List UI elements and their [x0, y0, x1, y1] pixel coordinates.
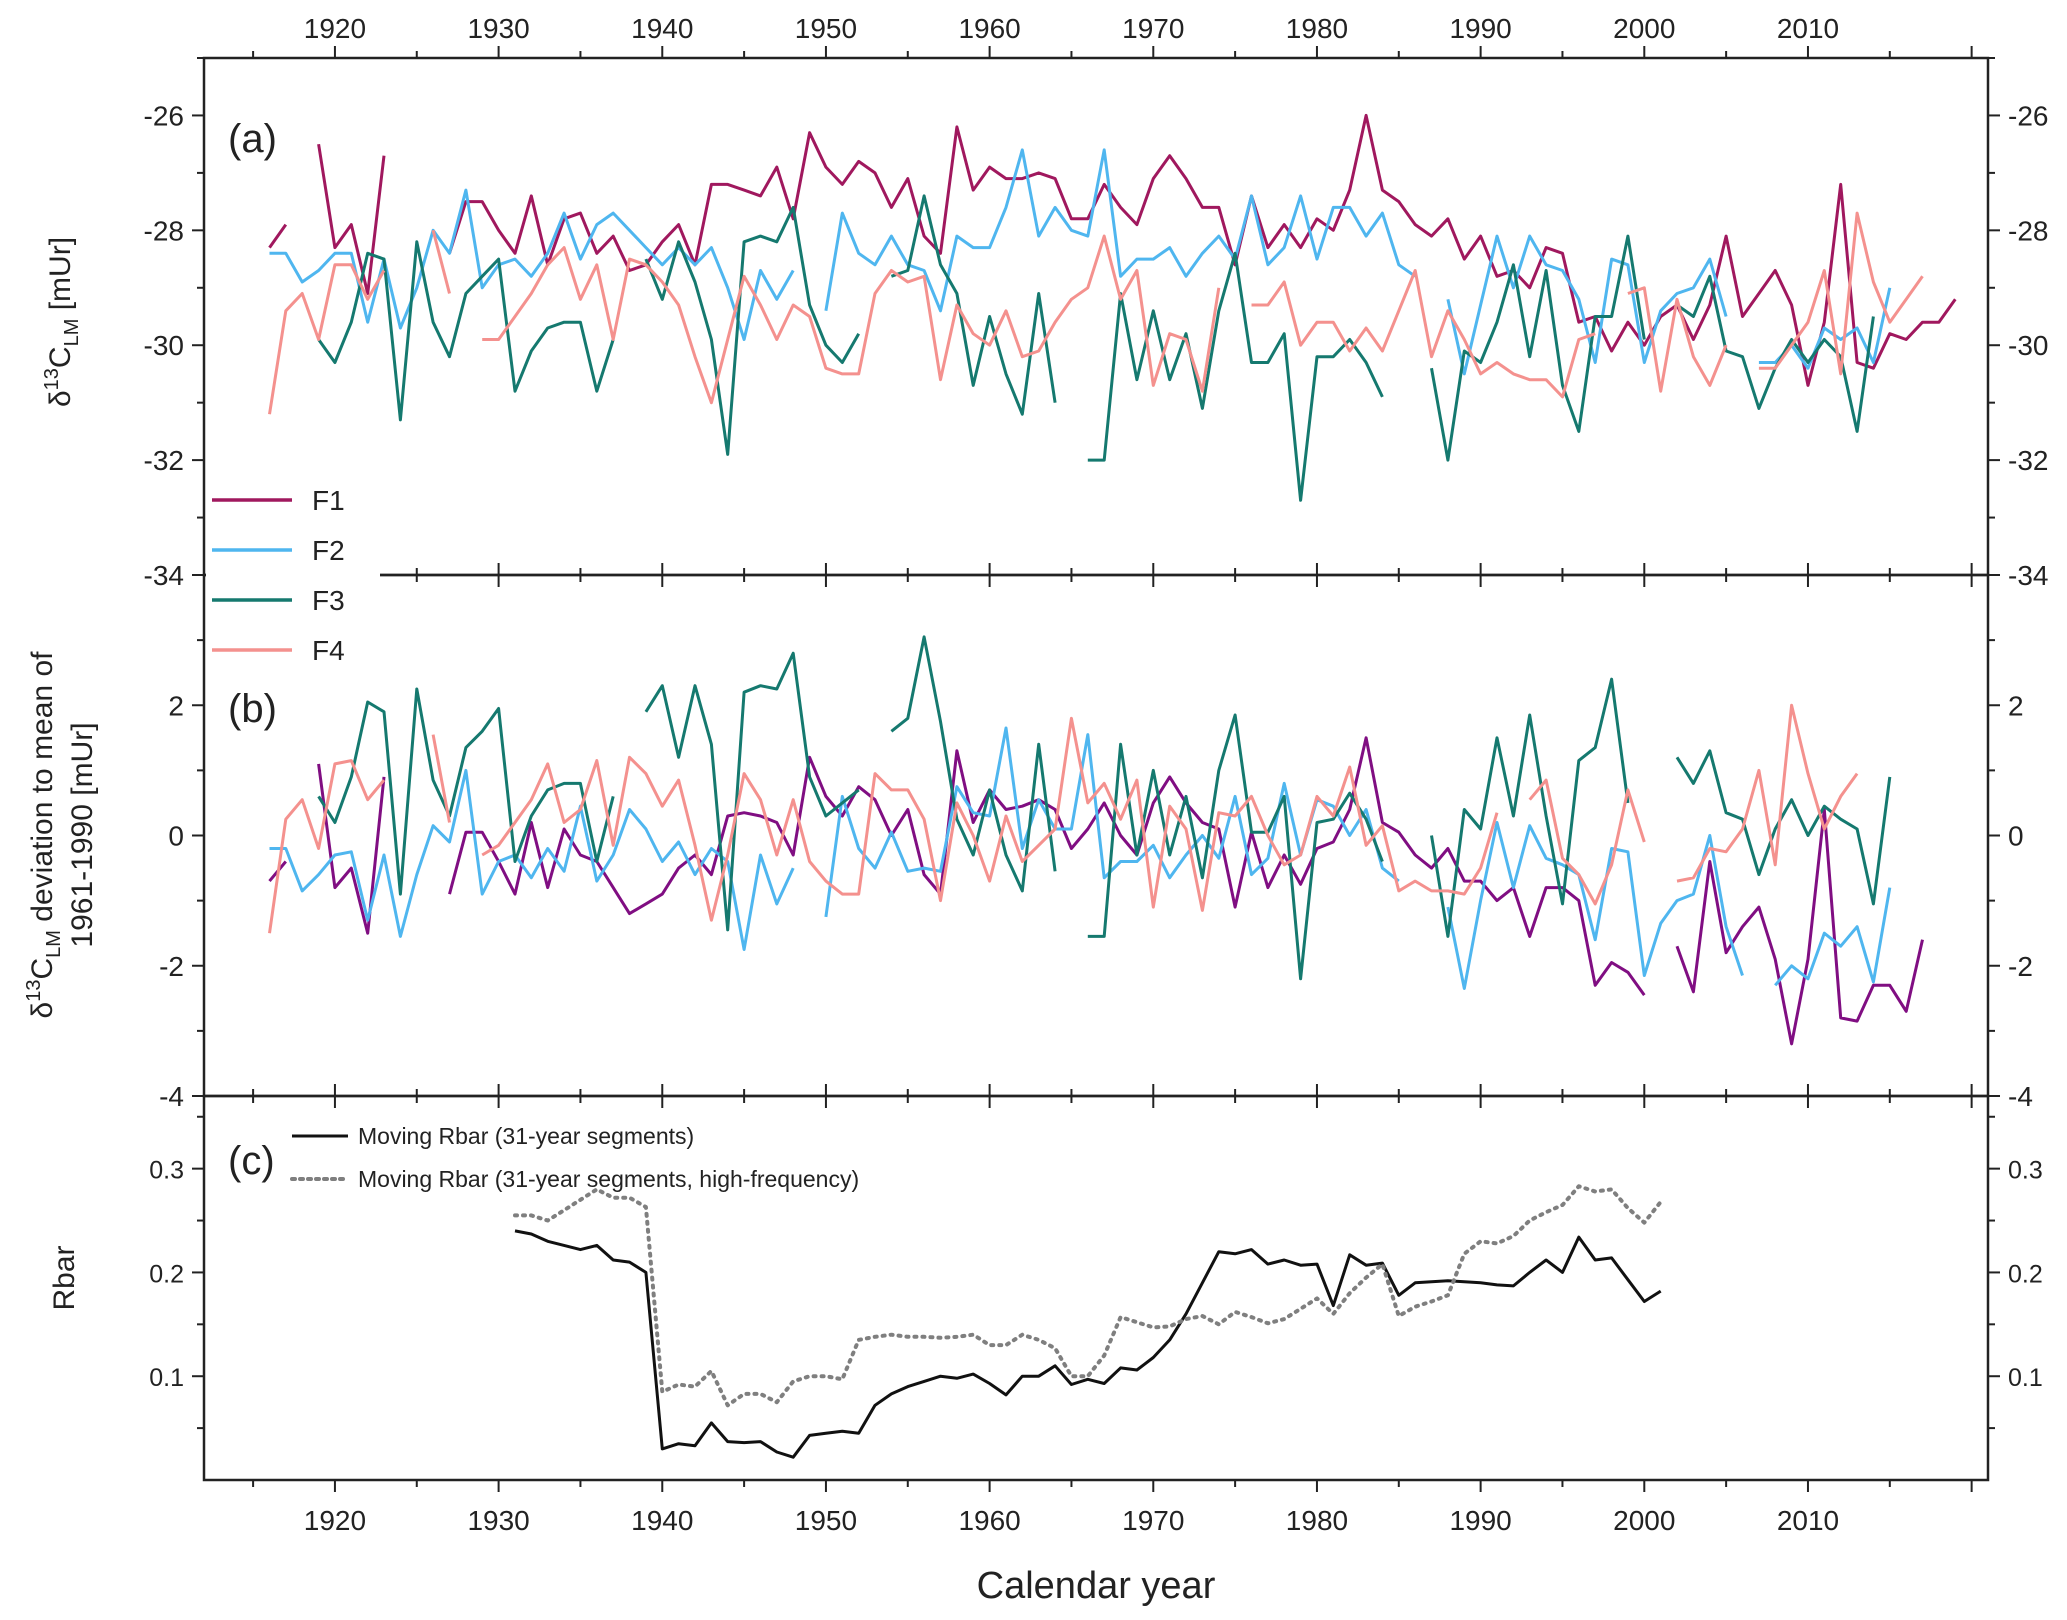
y-tick-label-right-a: -28 — [2008, 215, 2048, 246]
series-line-b-f3 — [317, 635, 1892, 981]
panel-c-ticks: 0.1 0.1 0.2 0.2 0.3 0.3 — [149, 1084, 2043, 1492]
top-x-tick-label: 1950 — [795, 13, 857, 44]
y-tick-label-right-b: -2 — [2008, 951, 2033, 982]
panel-b-ylabel-tail: deviation to mean of — [26, 651, 59, 930]
bottom-x-tick-label: 1940 — [631, 1505, 693, 1536]
x-axis-title: Calendar year — [977, 1565, 1216, 1607]
y-tick-label-right-a: -26 — [2008, 100, 2048, 131]
y-tick-label-right-a: -30 — [2008, 330, 2048, 361]
legend-label-rbar: Moving Rbar (31-year segments) — [358, 1123, 694, 1149]
panel-b-ylabel-delta: δ — [26, 1002, 59, 1019]
y-tick-label-right-b: 0 — [2008, 821, 2024, 852]
panel-b-label: (b) — [228, 687, 277, 731]
panel-b-ylabel-sub: LM — [43, 930, 65, 958]
bottom-x-tick-label: 1970 — [1122, 1505, 1184, 1536]
panel-c-y-axis-title: Rbar — [48, 1245, 81, 1310]
series-legend-background — [206, 478, 380, 674]
series-line-a-f4 — [268, 211, 1924, 415]
top-x-tick-label: 1940 — [631, 13, 693, 44]
legend-label-f4: F4 — [312, 635, 345, 666]
panel-a-ylabel-unit: [mUr] — [44, 237, 77, 319]
panel-c-series — [513, 1184, 1663, 1459]
y-tick-label-left-a: -32 — [144, 445, 184, 476]
y-tick-label-left-a: -28 — [144, 215, 184, 246]
legend-label-f3: F3 — [312, 585, 345, 616]
panel-b-y-axis-title-line2: 1961-1990 [mUr] — [66, 722, 99, 947]
panel-b-y-axis-title-line1: δ13CLM deviation to mean of — [23, 651, 65, 1019]
bottom-x-tick-label: 1990 — [1449, 1505, 1511, 1536]
series-line-b-f1 — [268, 736, 1924, 1046]
top-x-tick-label: 2000 — [1613, 13, 1675, 44]
panel-a-ylabel-sup: 13 — [41, 368, 63, 390]
top-x-tick-label: 2010 — [1777, 13, 1839, 44]
top-x-tick-label: 1930 — [467, 13, 529, 44]
bottom-x-tick-label: 2000 — [1613, 1505, 1675, 1536]
panel-a-ylabel-delta: δ — [44, 390, 77, 407]
series-line-a-f2 — [269, 148, 1892, 376]
panel-b-ylabel-sup: 13 — [23, 980, 45, 1002]
panel-a-ylabel-sub: LM — [61, 319, 83, 347]
legend-label-f1: F1 — [312, 485, 345, 516]
series-line-c-moving-rbar-31-year-segments- — [514, 1229, 1662, 1459]
y-tick-label-right-b: -4 — [2008, 1081, 2033, 1112]
y-tick-label-left-b: 2 — [168, 690, 184, 721]
series-legend: F1 F2 F3 F4 — [206, 478, 380, 674]
panel-b-ticks: -4 -4 -2 -2 0 0 2 2 — [159, 563, 2033, 1112]
series-line-b-f4 — [268, 703, 1859, 934]
panel-c-legend: Moving Rbar (31-year segments) Moving Rb… — [290, 1123, 859, 1192]
bottom-x-tick-label: 2010 — [1777, 1505, 1839, 1536]
y-tick-label-left-b: 0 — [168, 821, 184, 852]
top-x-tick-label: 1990 — [1449, 13, 1511, 44]
top-x-tick-label: 1970 — [1122, 13, 1184, 44]
series-line-c-moving-rbar-31-year-segments-high-frequency- — [513, 1184, 1663, 1408]
y-tick-label-left-c: 0.3 — [149, 1157, 184, 1185]
series-line-b-f2 — [269, 726, 1892, 990]
y-tick-label-left-a: -26 — [144, 100, 184, 131]
bottom-x-tick-label: 1930 — [467, 1505, 529, 1536]
y-tick-label-left-a: -30 — [144, 330, 184, 361]
y-tick-label-right-a: -34 — [2008, 560, 2048, 591]
panel-a-frame — [202, 56, 1990, 577]
y-tick-label-left-b: -4 — [159, 1081, 184, 1112]
panel-c-label: (c) — [228, 1139, 275, 1183]
series-line-a-f3 — [317, 194, 1875, 502]
panel-a-ticks: -34 -34 -32 -32 -30 -30 -28 -28 -26 -26 — [144, 46, 2048, 591]
panel-c-frame — [202, 1094, 1990, 1482]
panel-a-label: (a) — [228, 117, 277, 161]
top-x-tick-label: 1980 — [1286, 13, 1348, 44]
panel-b-ylabel-c: C — [26, 958, 59, 980]
series-line-a-f1 — [268, 113, 1957, 387]
panel-a-series — [268, 113, 1957, 502]
y-tick-label-right-a: -32 — [2008, 445, 2048, 476]
y-tick-label-right-c: 0.1 — [2008, 1364, 2043, 1392]
legend-label-rbar-hf: Moving Rbar (31-year segments, high-freq… — [358, 1166, 859, 1192]
bottom-x-tick-label: 1950 — [795, 1505, 857, 1536]
bottom-x-tick-label: 1980 — [1286, 1505, 1348, 1536]
panel-a-y-axis-title: δ13CLM [mUr] — [41, 237, 83, 407]
y-tick-label-left-a: -34 — [144, 560, 184, 591]
y-tick-label-left-c: 0.2 — [149, 1260, 184, 1288]
y-tick-label-right-b: 2 — [2008, 690, 2024, 721]
panel-b-frame — [202, 573, 1990, 1098]
panel-b-series — [268, 635, 1924, 1046]
panel-a-ylabel-c: C — [44, 346, 77, 368]
top-x-tick-label: 1960 — [958, 13, 1020, 44]
top-x-tick-label: 1920 — [304, 13, 366, 44]
y-tick-label-right-c: 0.2 — [2008, 1260, 2043, 1288]
top-x-tick-labels: 1920 1930 1940 1950 1960 1970 1980 1990 2000 2010 — [304, 13, 1839, 44]
panel-c: 0.1 0.1 0.2 0.2 0.3 0.3 (c) Rbar Moving Rbar … — [48, 1084, 2043, 1492]
bottom-x-tick-labels: 1920 1930 1940 1950 1960 1970 1980 1990 2000 2010 — [304, 1505, 1839, 1536]
y-tick-label-right-c: 0.3 — [2008, 1157, 2043, 1185]
bottom-x-tick-label: 1920 — [304, 1505, 366, 1536]
bottom-x-tick-label: 1960 — [958, 1505, 1020, 1536]
y-tick-label-left-c: 0.1 — [149, 1364, 184, 1392]
legend-label-f2: F2 — [312, 535, 345, 566]
y-tick-label-left-b: -2 — [159, 951, 184, 982]
